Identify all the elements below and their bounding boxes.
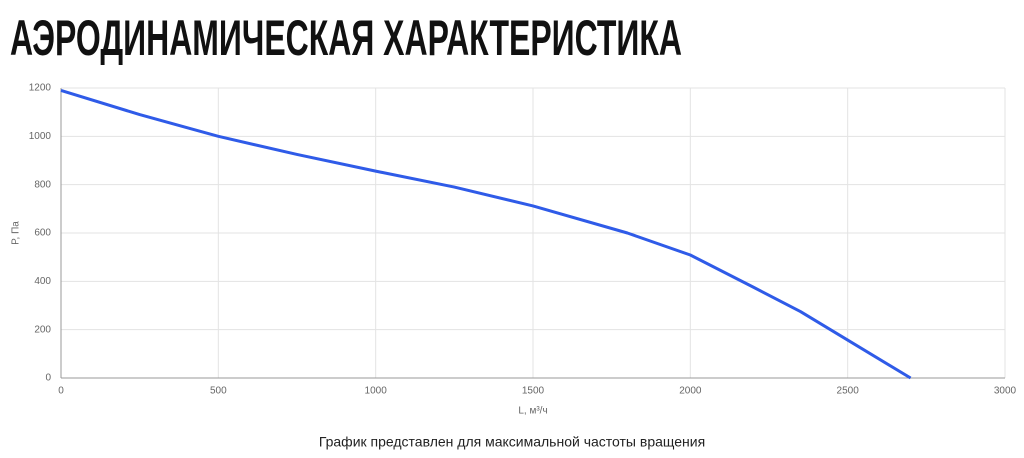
y-tick-label: 200	[34, 324, 51, 335]
x-tick-label: 1000	[365, 386, 388, 397]
chart-title: АЭРОДИНАМИЧЕСКАЯ ХАРАКТЕРИСТИКА	[10, 10, 682, 66]
x-tick-label: 1500	[522, 386, 545, 397]
y-tick-label: 1000	[29, 131, 52, 142]
x-tick-label: 0	[58, 386, 64, 397]
y-tick-label: 1200	[29, 83, 52, 94]
y-tick-label: 600	[34, 228, 51, 239]
line	[60, 88, 912, 380]
x-tick-label: 3000	[994, 386, 1017, 397]
caption: График представлен для максимальной част…	[319, 434, 705, 450]
x-tick-label: 500	[210, 386, 227, 397]
x-tick-label: 2000	[679, 386, 702, 397]
y-tick-label: 0	[45, 373, 51, 384]
x-tick-label: 2500	[837, 386, 860, 397]
y-tick-label: 400	[34, 276, 51, 287]
y-tick-label: 800	[34, 179, 51, 190]
x-axis-label: L, м³/ч	[518, 406, 547, 417]
y-axis-label: P, Па	[11, 221, 22, 245]
